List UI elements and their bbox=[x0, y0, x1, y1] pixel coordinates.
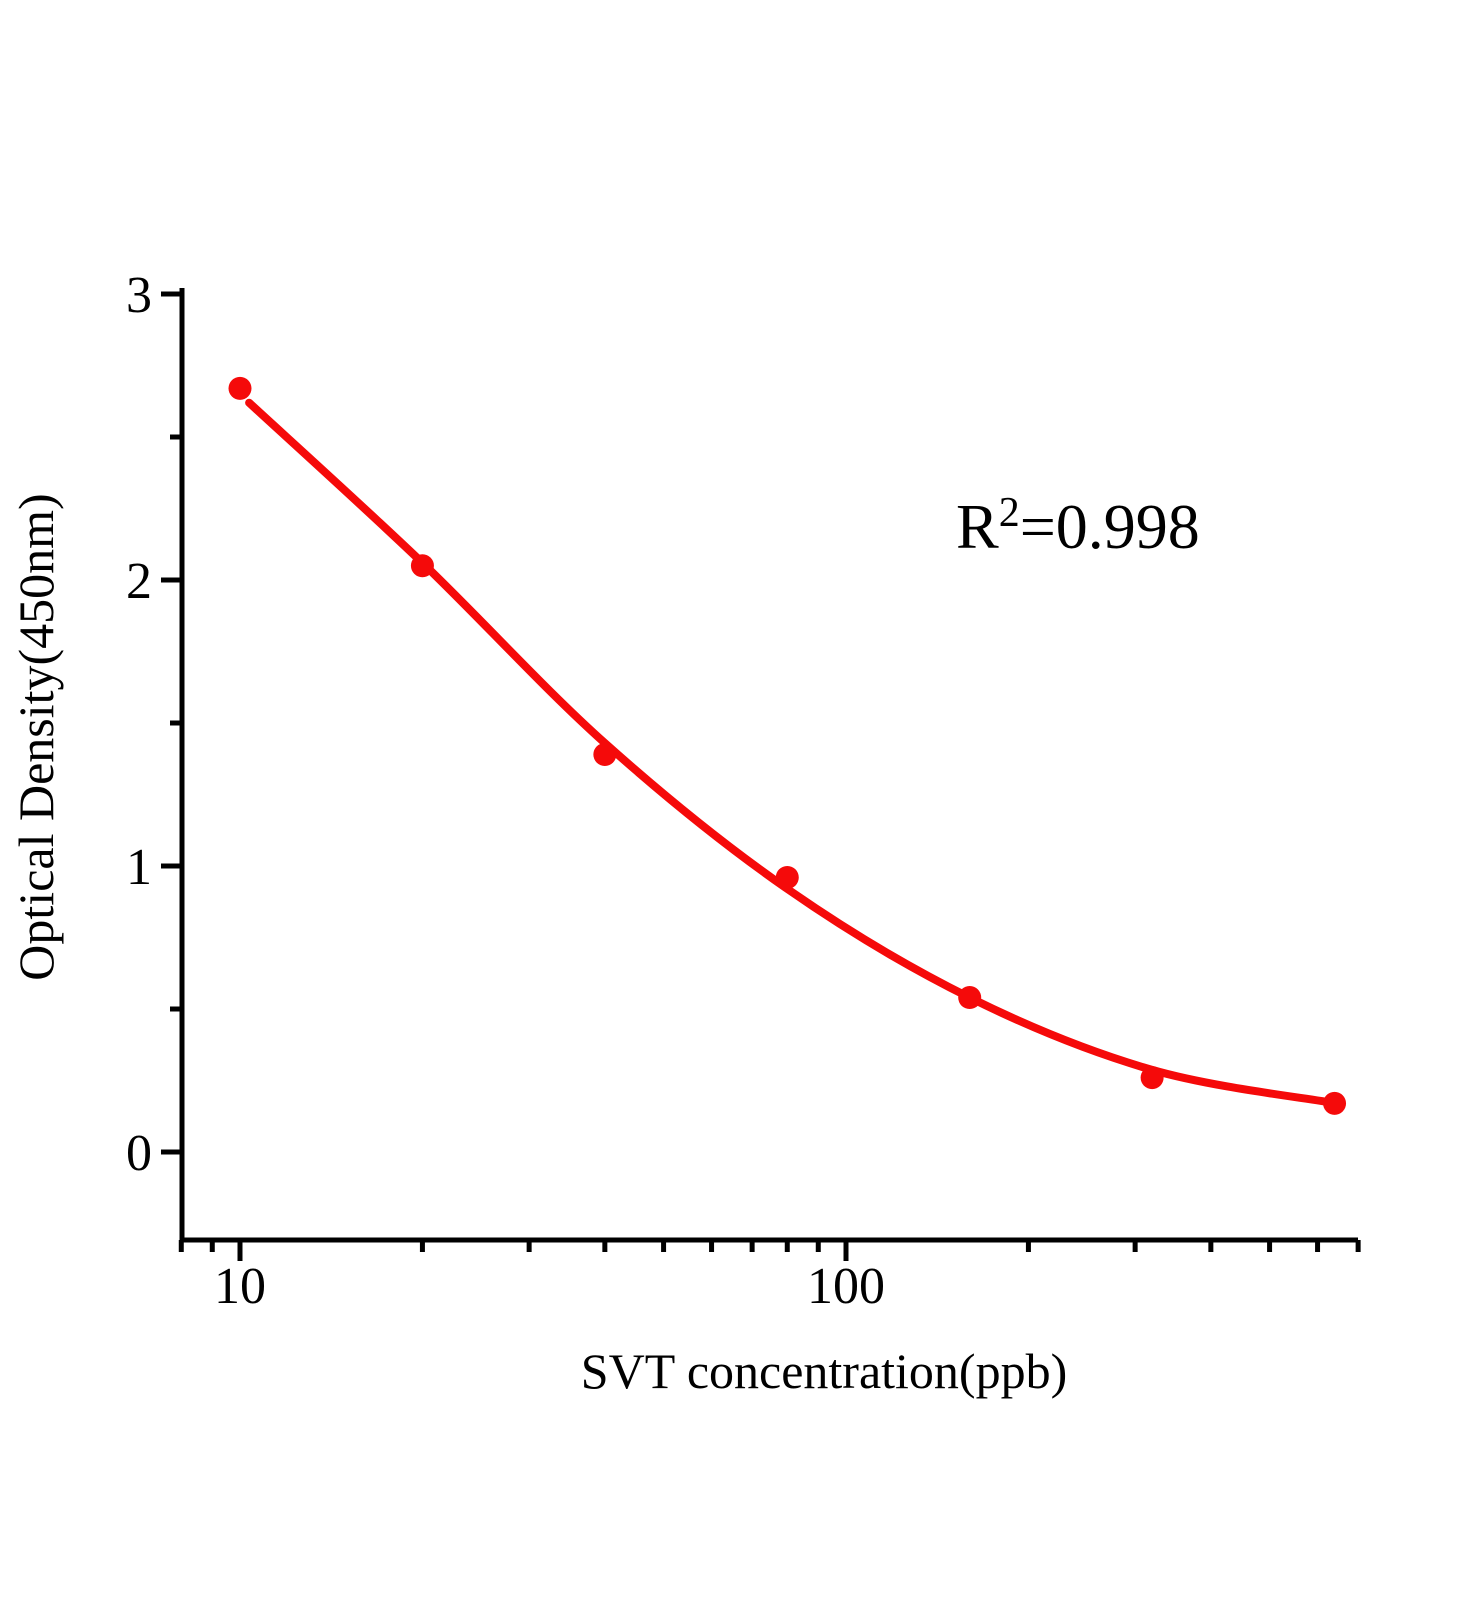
data-point bbox=[593, 742, 617, 766]
y-tick-label: 0 bbox=[126, 1125, 152, 1182]
r-squared-value: =0.998 bbox=[1019, 491, 1200, 562]
y-tick-label: 1 bbox=[126, 839, 152, 896]
data-point bbox=[228, 376, 252, 400]
x-axis-title: SVT concentration(ppb) bbox=[580, 1343, 1068, 1399]
y-tick-label: 2 bbox=[126, 553, 152, 610]
y-tick-label: 3 bbox=[126, 267, 152, 324]
r-squared-annotation: R2=0.998 bbox=[956, 492, 1200, 559]
y-axis-title: Optical Density(450nm) bbox=[8, 493, 64, 981]
data-point bbox=[775, 865, 799, 889]
data-point bbox=[958, 986, 982, 1010]
r-squared-exponent: 2 bbox=[998, 490, 1020, 536]
x-tick-label: 100 bbox=[807, 1258, 885, 1315]
r-squared-base: R bbox=[956, 491, 999, 562]
axes bbox=[179, 288, 1358, 1243]
data-point bbox=[1140, 1066, 1164, 1090]
data-point bbox=[1323, 1091, 1347, 1115]
x-tick-label: 10 bbox=[214, 1258, 266, 1315]
data-point bbox=[410, 554, 434, 578]
